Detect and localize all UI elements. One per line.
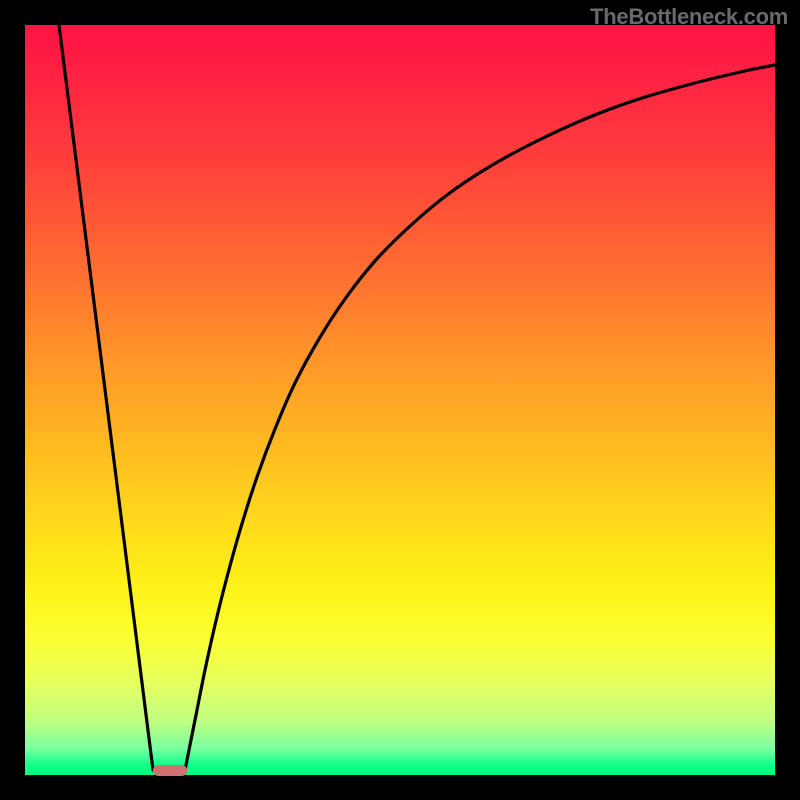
curve-layer: [25, 25, 775, 775]
plot-area: [25, 25, 775, 775]
minimum-marker: [153, 765, 187, 776]
curve-right: [185, 65, 775, 770]
chart-root: TheBottleneck.com: [0, 0, 800, 800]
curve-left: [59, 25, 153, 770]
